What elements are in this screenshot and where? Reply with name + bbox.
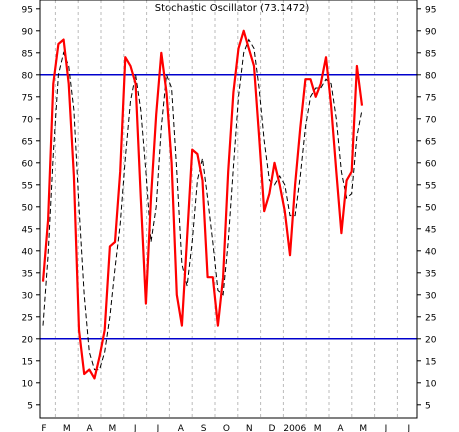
y-tick-label: 75 <box>22 93 33 103</box>
y-tick-label: 70 <box>425 115 437 125</box>
x-tick-label: M <box>63 424 71 432</box>
x-tick-label: F <box>41 424 46 432</box>
y-tick-label: 60 <box>22 159 34 169</box>
y-tick-label: 10 <box>425 379 437 389</box>
y-tick-label: 95 <box>425 5 436 15</box>
y-tick-label: 65 <box>22 137 33 147</box>
series-k-line <box>41 29 364 380</box>
y-tick-label: 55 <box>425 181 436 191</box>
y-tick-label: 85 <box>425 49 436 59</box>
x-tick-label: M <box>109 424 117 432</box>
x-tick-label: S <box>201 424 207 432</box>
reference-lines <box>40 74 417 340</box>
y-tick-label: 15 <box>425 357 436 367</box>
y-tick-label: 65 <box>425 137 436 147</box>
x-tick-label: D <box>269 424 276 432</box>
y-tick-label: 20 <box>22 335 34 345</box>
x-tick-label: J <box>384 424 388 432</box>
x-tick-label: J <box>156 424 160 432</box>
y-tick-label: 25 <box>425 313 436 323</box>
y-tick-label: 25 <box>22 313 33 323</box>
y-axis-right: 5 10 15 20 25 30 35 40 45 50 55 60 65 70 75 80 85 90 95 <box>417 5 437 411</box>
y-tick-label: 40 <box>22 247 34 257</box>
y-tick-label: 85 <box>22 49 33 59</box>
x-tick-label: A <box>87 424 94 432</box>
y-tick-label: 5 <box>425 401 431 411</box>
y-tick-label: 45 <box>22 225 33 235</box>
x-tick-label: N <box>246 424 253 432</box>
x-axis: F M A M J J A S O N D 2006 M A M J J <box>41 424 410 432</box>
y-tick-label: 20 <box>425 335 437 345</box>
y-tick-label: 15 <box>22 357 33 367</box>
y-tick-label: 95 <box>22 5 33 15</box>
y-tick-label: 45 <box>425 225 436 235</box>
x-tick-label: M <box>359 424 367 432</box>
y-tick-label: 50 <box>22 203 34 213</box>
y-tick-label: 30 <box>22 291 34 301</box>
y-tick-label: 55 <box>22 181 33 191</box>
y-axis-left: 5 10 15 20 25 30 35 40 45 50 55 60 65 70 75 80 85 90 95 <box>22 5 40 411</box>
y-tick-label: 90 <box>22 27 34 37</box>
y-tick-label: 80 <box>22 71 34 81</box>
y-tick-label: 30 <box>425 291 437 301</box>
x-tick-label: 2006 <box>283 424 306 432</box>
y-tick-label: 70 <box>22 115 34 125</box>
y-tick-label: 60 <box>425 159 437 169</box>
x-tick-label: M <box>314 424 322 432</box>
y-tick-label: 90 <box>425 27 437 37</box>
x-tick-label: A <box>178 424 185 432</box>
y-tick-label: 75 <box>425 93 436 103</box>
y-tick-label: 35 <box>22 269 33 279</box>
x-tick-label: O <box>223 424 230 432</box>
y-tick-label: 50 <box>425 203 437 213</box>
x-tick-label: J <box>133 424 137 432</box>
x-tick-label: J <box>406 424 410 432</box>
series-lines <box>41 29 364 380</box>
y-tick-label: 80 <box>425 71 437 81</box>
plot-area-frame <box>39 0 418 419</box>
y-tick-label: 5 <box>27 401 33 411</box>
y-tick-label: 35 <box>425 269 436 279</box>
chart-title: Stochastic Oscillator (73.1472) <box>155 3 310 14</box>
y-tick-label: 40 <box>425 247 437 257</box>
x-tick-label: A <box>337 424 344 432</box>
y-tick-label: 10 <box>22 379 34 389</box>
